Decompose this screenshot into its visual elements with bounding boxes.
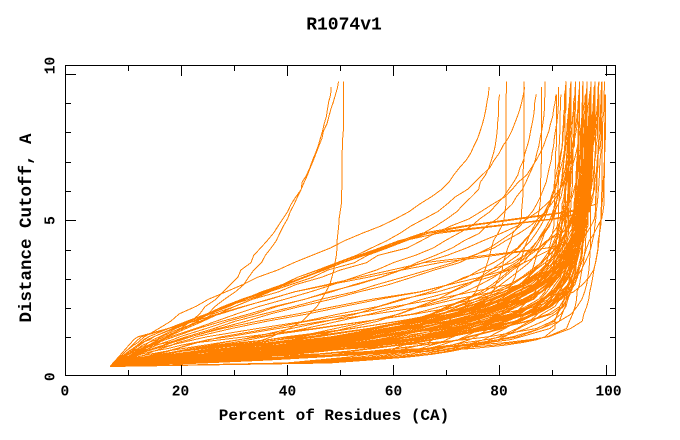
svg-text:60: 60 — [385, 385, 402, 401]
svg-text:20: 20 — [172, 385, 189, 401]
svg-text:0: 0 — [44, 372, 60, 381]
svg-text:0: 0 — [60, 385, 69, 401]
svg-text:R1074v1: R1074v1 — [306, 16, 382, 36]
svg-text:5: 5 — [44, 216, 60, 225]
svg-text:10: 10 — [44, 57, 60, 74]
svg-text:40: 40 — [279, 385, 296, 401]
svg-text:Distance Cutoff, A: Distance Cutoff, A — [17, 133, 37, 323]
svg-text:100: 100 — [595, 385, 621, 401]
svg-text:80: 80 — [490, 385, 507, 401]
svg-text:Percent of Residues (CA): Percent of Residues (CA) — [219, 407, 449, 425]
